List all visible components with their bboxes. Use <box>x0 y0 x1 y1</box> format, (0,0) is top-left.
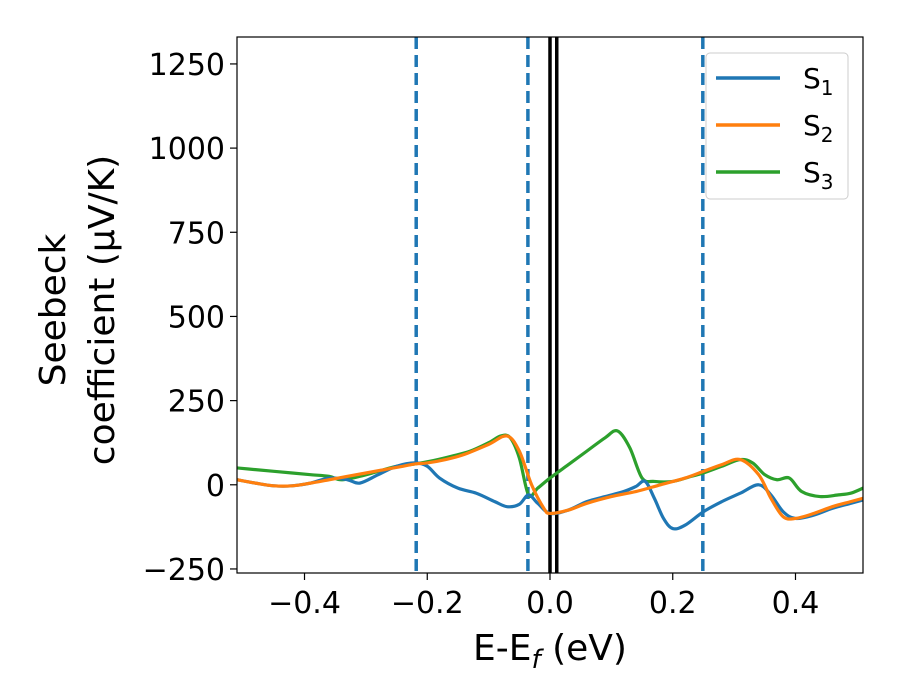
reference-lines <box>414 37 705 573</box>
y-axis-title-line1: Seebeck <box>33 233 74 386</box>
legend: S1 S2 S3 <box>705 52 849 200</box>
x-tick-label: 0.2 <box>649 586 697 621</box>
x-tick-label: −0.4 <box>268 586 341 621</box>
y-axis-title-line2: coefficient (μV/K) <box>82 155 123 465</box>
x-axis-title-suffix: (eV) <box>541 628 627 669</box>
y-tick-label: 1000 <box>149 132 225 167</box>
legend-label-s1: S1 <box>803 62 834 100</box>
y-tick-label: 0 <box>206 469 225 504</box>
y-tick-label: 750 <box>168 216 225 251</box>
x-axis-ticks: −0.4 −0.2 0.0 0.2 0.4 <box>268 573 819 621</box>
x-tick-label: 0.4 <box>772 586 820 621</box>
series-line-s3 <box>237 429 863 499</box>
y-tick-label: 250 <box>168 385 225 420</box>
legend-label-s2: S2 <box>803 109 834 147</box>
y-axis-title: Seebeck coefficient (μV/K) <box>33 155 123 465</box>
y-tick-label: 500 <box>168 300 225 335</box>
x-tick-label: 0.0 <box>526 586 574 621</box>
series-lines <box>237 429 863 531</box>
y-tick-label: 1250 <box>149 48 225 83</box>
x-axis-title: E-Ef (eV) <box>473 628 627 675</box>
y-axis-ticks: −250 0 250 500 750 1000 1250 <box>143 48 237 588</box>
y-tick-label: −250 <box>143 553 225 588</box>
legend-label-s3: S3 <box>803 156 834 194</box>
x-tick-label: −0.2 <box>391 586 464 621</box>
series-line-s2 <box>237 434 863 521</box>
